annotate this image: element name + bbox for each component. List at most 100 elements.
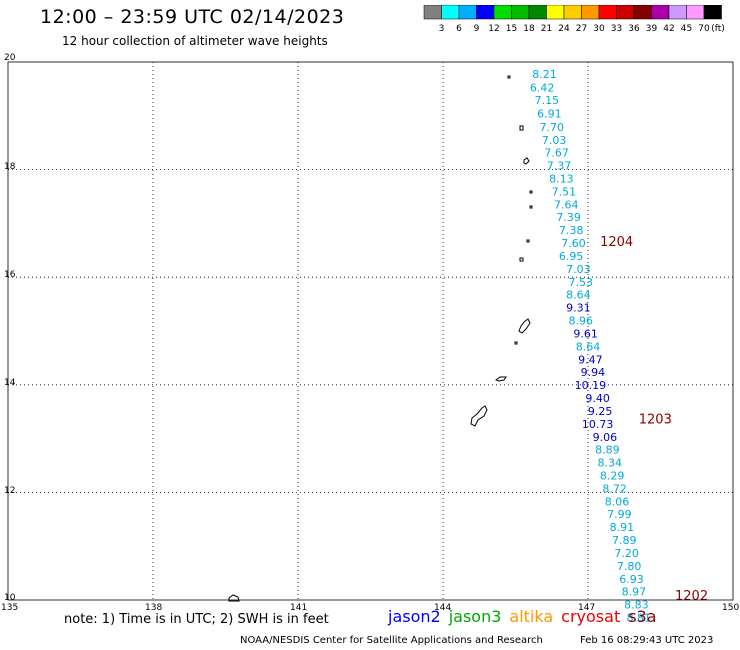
wave-height-label: 7.20	[614, 547, 639, 560]
island-saipan	[518, 318, 531, 334]
wave-height-label: 7.51	[552, 185, 577, 198]
wave-height-label: 8.89	[595, 444, 620, 457]
island-guam	[470, 405, 488, 427]
scale-label: 6	[456, 24, 462, 34]
wave-height-label: 7.89	[612, 534, 637, 547]
wave-height-values: 8.216.427.156.917.707.037.677.378.137.51…	[530, 68, 651, 624]
island-farallon	[507, 75, 511, 79]
scale-label: 42	[663, 24, 674, 34]
wave-height-label: 8.29	[600, 469, 625, 482]
wave-height-label: 9.06	[593, 431, 618, 444]
wave-height-label: 6.93	[619, 573, 644, 586]
legend-s3a: s3a	[628, 607, 657, 626]
wave-height-label: 9.94	[581, 366, 606, 379]
wave-height-label: 6.95	[559, 250, 584, 263]
wave-height-label: 6.42	[530, 82, 555, 95]
coastlines	[228, 75, 533, 602]
island-asuncion	[529, 205, 533, 209]
wave-height-label: 7.60	[561, 237, 586, 250]
island-yap	[228, 594, 240, 602]
x-tick-144: 144	[434, 603, 452, 613]
wave-height-label: 7.53	[569, 276, 594, 289]
island-agrihan	[529, 190, 533, 194]
y-tick-18: 18	[4, 162, 16, 172]
wave-height-label: 10.73	[582, 418, 614, 431]
y-tick-12: 12	[4, 486, 16, 496]
wave-height-label: 8.21	[532, 68, 557, 81]
scale-label: 15	[506, 24, 517, 34]
wave-height-label: 9.47	[578, 353, 603, 366]
wave-height-label: 8.64	[566, 289, 591, 302]
wave-height-label: 8.97	[622, 586, 647, 599]
wave-height-label: 7.70	[540, 121, 565, 134]
wave-height-label: 8.64	[576, 340, 601, 353]
wave-height-label: 7.67	[544, 147, 569, 160]
island-alamagan	[526, 239, 530, 243]
scale-label: 21	[541, 24, 552, 34]
legend-jason3: jason3	[448, 607, 502, 626]
scale-label: 18	[523, 24, 535, 34]
wave-height-label: 9.40	[585, 392, 610, 405]
pass-time-label: 1203	[639, 413, 672, 428]
island-small-1	[514, 341, 518, 345]
wave-height-label: 7.64	[554, 198, 579, 211]
wave-height-label: 7.80	[617, 560, 642, 573]
map-title: 12:00 – 23:59 UTC 02/14/2023	[40, 6, 345, 28]
scale-label: 33	[611, 24, 622, 34]
island-anatahan	[519, 257, 524, 262]
wave-height-label: 8.72	[602, 482, 627, 495]
scale-swatch	[703, 5, 722, 20]
pass-time-label: 1202	[675, 589, 708, 604]
plot-frame	[7, 61, 734, 601]
x-tick-147: 147	[578, 603, 596, 613]
wave-height-label: 8.06	[605, 495, 630, 508]
scale-label: 27	[576, 24, 587, 34]
y-tick-10: 10	[4, 593, 16, 603]
wave-height-label: 10.19	[575, 379, 607, 392]
scale-label: 70	[698, 24, 710, 34]
wave-height-label: 6.91	[537, 107, 562, 120]
wave-height-label: 8.91	[610, 521, 635, 534]
scale-label: 39	[646, 24, 658, 34]
pass-time-label: 1204	[600, 235, 633, 250]
scale-label: 36	[628, 24, 640, 34]
wave-height-label: 7.38	[559, 224, 584, 237]
credit-line: NOAA/NESDIS Center for Satellite Applica…	[240, 635, 543, 646]
wave-height-label: 8.34	[598, 457, 623, 470]
map-subtitle: 12 hour collection of altimeter wave hei…	[62, 34, 328, 48]
wave-height-label: 7.99	[607, 508, 632, 521]
footer-note: note: 1) Time is in UTC; 2) SWH is in fe…	[64, 612, 329, 627]
wave-height-label: 7.03	[566, 263, 591, 276]
x-tick-141: 141	[290, 603, 308, 613]
generation-timestamp: Feb 16 08:29:43 UTC 2023	[580, 635, 714, 646]
wave-height-label: 8.83	[624, 599, 649, 612]
scale-label: 12	[488, 24, 499, 34]
scale-label: 24	[558, 24, 570, 34]
wave-height-label: 8.81	[627, 612, 652, 625]
scale-label: 3	[439, 24, 445, 34]
wave-height-label: 8.96	[569, 315, 594, 328]
scale-unit: (ft)	[711, 24, 725, 34]
island-rota	[494, 376, 507, 382]
scale-label: 9	[474, 24, 480, 34]
wave-height-label: 7.03	[542, 134, 567, 147]
wave-height-label: 7.37	[547, 160, 572, 173]
y-tick-16: 16	[4, 270, 16, 280]
wave-height-label: 9.31	[566, 302, 591, 315]
y-tick-14: 14	[4, 378, 16, 388]
scale-label: 45	[681, 24, 692, 34]
x-tick-135: 135	[1, 603, 19, 613]
grid-lines	[8, 62, 733, 600]
legend-jason2: jason2	[388, 607, 441, 626]
x-tick-138: 138	[145, 603, 163, 613]
scale-label: 30	[593, 24, 605, 34]
wave-height-label: 9.25	[588, 405, 613, 418]
wave-height-label: 7.39	[556, 211, 581, 224]
legend-cryosat: cryosat	[561, 607, 621, 626]
wave-height-label: 9.61	[573, 327, 598, 340]
satellite-legend: jason2 jason3 altika cryosat s3a	[388, 607, 665, 626]
wave-height-label: 8.13	[549, 173, 574, 186]
y-tick-20: 20	[4, 53, 16, 63]
island-maug	[519, 125, 524, 131]
